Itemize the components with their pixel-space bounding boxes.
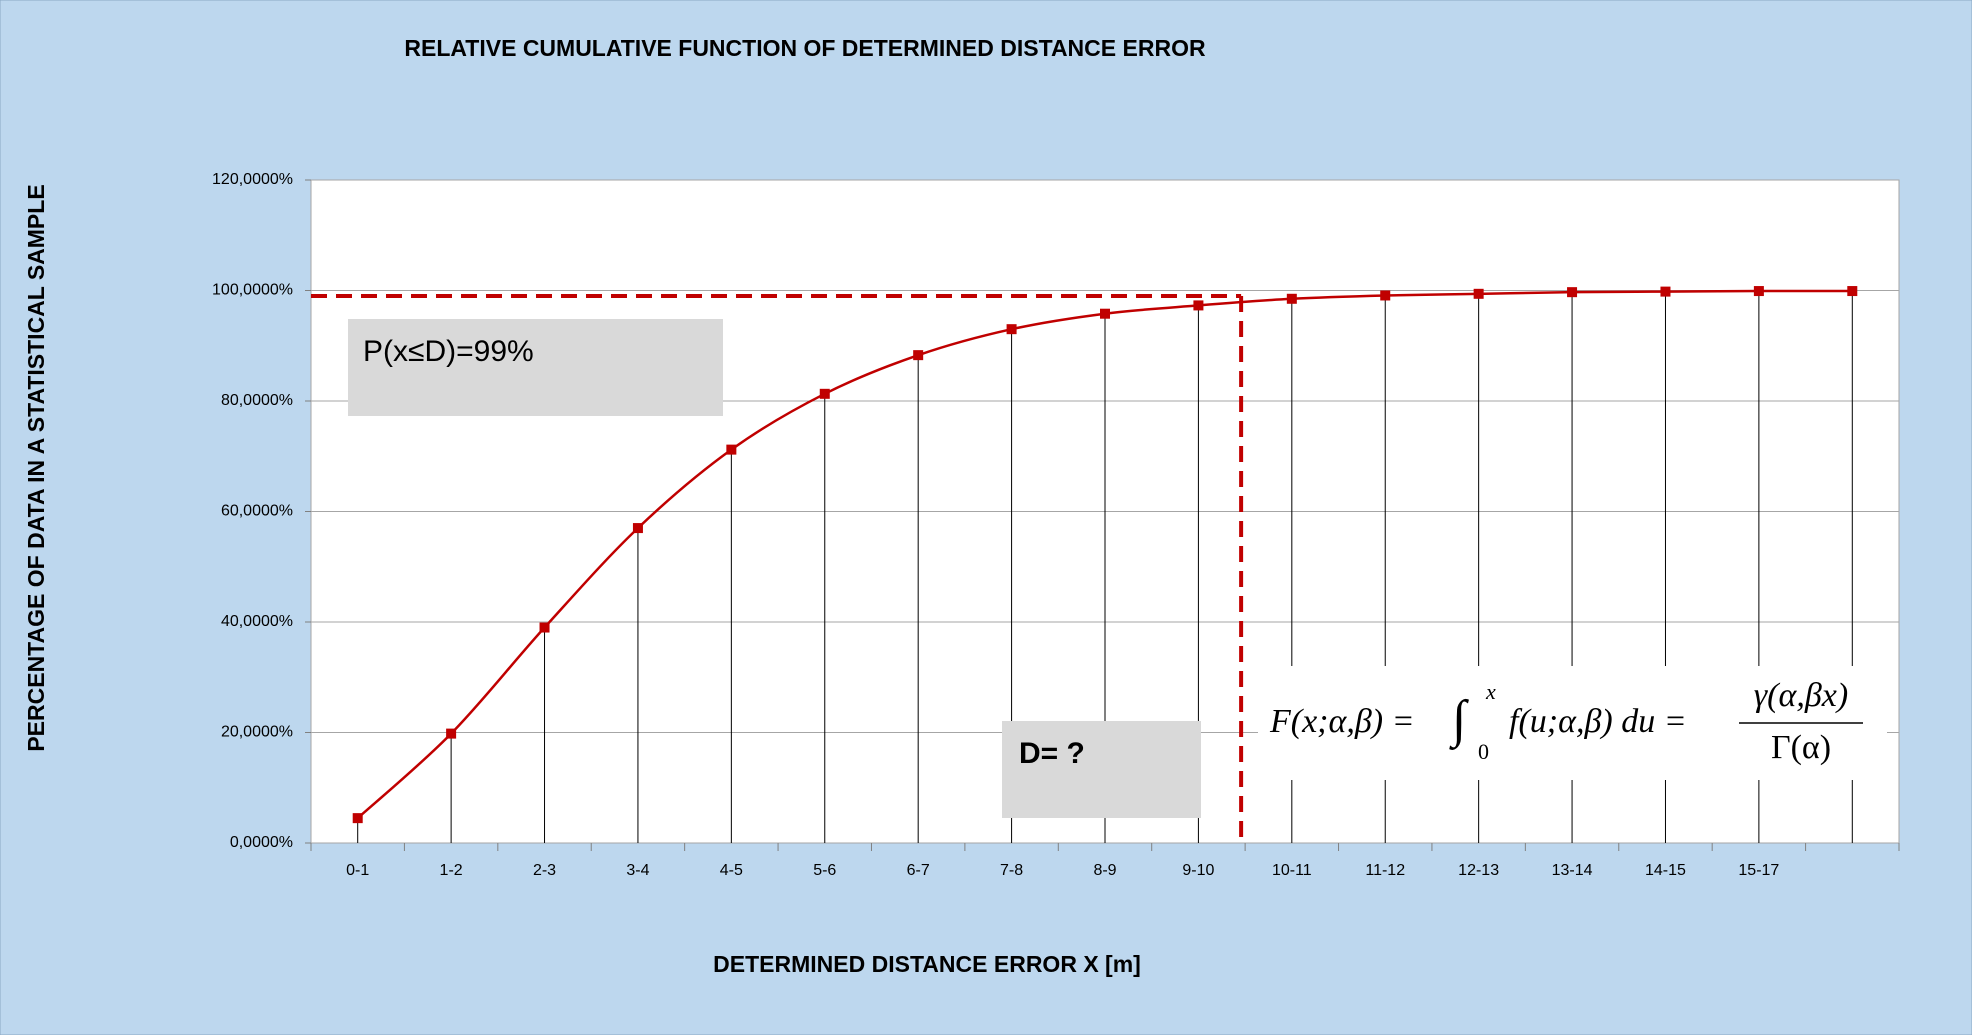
marker xyxy=(1193,300,1204,311)
x-tick-label: 2-3 xyxy=(533,862,556,879)
x-tick-label: 0-1 xyxy=(346,862,369,879)
x-tick-label: 14-15 xyxy=(1645,862,1686,879)
annotation-box xyxy=(348,319,723,416)
formula-part: F(x;α,β) = xyxy=(1269,703,1415,740)
x-tick-label: 9-10 xyxy=(1182,862,1214,879)
marker xyxy=(1380,290,1391,301)
x-tick-label: 11-12 xyxy=(1365,862,1405,879)
marker xyxy=(352,813,363,824)
x-tick-label: 5-6 xyxy=(813,862,836,879)
x-tick-label: 1-2 xyxy=(440,862,463,879)
x-axis-title: DETERMINED DISTANCE ERROR X [m] xyxy=(713,951,1141,977)
y-tick-label: 60,0000% xyxy=(221,503,293,520)
marker xyxy=(726,444,737,455)
annotation-box xyxy=(1002,721,1201,818)
y-tick-label: 80,0000% xyxy=(221,392,293,409)
marker xyxy=(1100,308,1110,319)
marker xyxy=(539,622,550,633)
marker xyxy=(819,388,830,399)
marker xyxy=(1286,293,1297,304)
marker xyxy=(1567,287,1578,298)
marker xyxy=(1660,286,1671,297)
x-tick-label: 3-4 xyxy=(626,862,649,879)
marker xyxy=(1753,286,1764,297)
x-tick-label: 12-13 xyxy=(1458,862,1499,879)
chart-title: RELATIVE CUMULATIVE FUNCTION OF DETERMIN… xyxy=(404,35,1206,61)
y-tick-label: 20,0000% xyxy=(221,724,293,741)
formula-part: γ(α,βx) xyxy=(1754,677,1848,714)
x-tick-label: 10-11 xyxy=(1272,862,1312,879)
x-tick-label: 7-8 xyxy=(1000,862,1023,879)
marker xyxy=(1473,288,1484,299)
y-tick-label: 120,0000% xyxy=(212,171,293,188)
marker xyxy=(1006,324,1017,335)
y-tick-label: 0,0000% xyxy=(230,834,293,851)
marker xyxy=(446,728,457,739)
x-tick-label: 13-14 xyxy=(1552,862,1593,879)
formula-part: Γ(α) xyxy=(1771,729,1831,766)
formula-part: f(u;α,β) du = xyxy=(1509,703,1687,740)
x-tick-label: 15-17 xyxy=(1738,862,1779,879)
formula-part: ∫ xyxy=(1449,691,1469,750)
annotation: P(x≤D)=99% xyxy=(363,335,534,368)
formula-part: x xyxy=(1485,679,1496,704)
x-tick-label: 4-5 xyxy=(720,862,743,879)
line-series xyxy=(356,289,1853,820)
y-tick-label: 40,0000% xyxy=(221,613,293,630)
annotation: D= ? xyxy=(1019,737,1085,770)
y-tick-label: 100,0000% xyxy=(212,282,293,299)
x-tick-label: 8-9 xyxy=(1093,862,1116,879)
marker xyxy=(1847,286,1858,297)
marker xyxy=(632,523,643,534)
marker xyxy=(913,350,924,361)
formula-part: 0 xyxy=(1478,739,1489,764)
x-tick-label: 6-7 xyxy=(907,862,930,879)
y-axis-title: PERCENTAGE OF DATA IN A STATISTICAL SAMP… xyxy=(23,184,49,751)
